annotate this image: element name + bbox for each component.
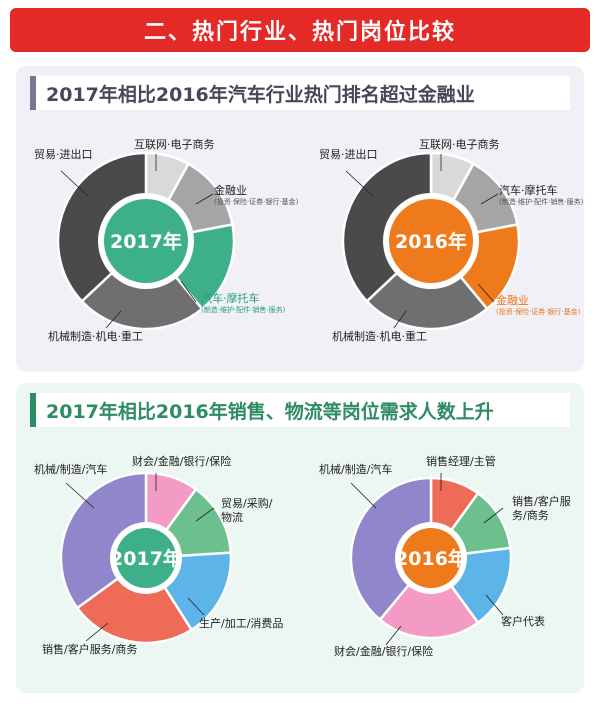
banner-title: 二、热门行业、热门岗位比较 [143,20,456,45]
label-2017-finance-name: 金融业 [214,184,247,197]
label-2016-customer-rep: 客户代表 [501,615,545,628]
industry-comparison-panel: 2017年相比2016年汽车行业热门排名超过金融业 2017年 2016年 贸易… [16,66,584,372]
label-2016-machinery: 机械制造·机电·重工 [332,330,427,343]
label-2016-internet: 互联网·电子商务 [419,138,500,151]
heading-accent-bar [30,393,36,427]
industry-charts: 2017年 2016年 [56,151,521,331]
donut-center [104,199,188,283]
donut-center [116,528,176,588]
label-2017-auto-name: 汽车·摩托车 [201,292,260,305]
label-2017-machinery: 机械/制造/汽车 [34,463,108,476]
industry-donut-2017: 2017年 [56,151,236,331]
donut-slice [349,476,433,622]
label-2016-auto-name: 汽车·摩托车 [499,184,558,197]
donut-center [401,528,461,588]
industry-leader-lines [60,154,499,329]
label-2016-machinery: 机械/制造/汽车 [319,463,393,476]
donut-center-year: 2017年 [110,230,182,253]
label-2016-finance: 金融业 (投资·保险·证券·银行·基金) [496,294,580,316]
position-heading-text: 2017年相比2016年销售、物流等岗位需求人数上升 [46,400,494,423]
position-leader-lines [65,473,504,646]
donut-slice [75,556,194,645]
donut-center-year: 2016年 [395,547,467,570]
label-2017-machinery: 机械制造·机电·重工 [48,330,143,343]
position-charts: 2017年 2016年 [59,471,513,646]
donut-center-year: 2017年 [110,547,182,570]
heading-accent-bar [30,76,36,110]
label-2017-finance: 财会/金融/银行/保险 [132,455,232,468]
label-2016-auto: 汽车·摩托车 (制造·维护·配件·销售·服务) [499,184,583,206]
donut-center-year: 2016年 [395,230,467,253]
position-donut-2017: 2017年 [59,471,233,645]
industry-donut-2016: 2016年 [341,151,521,331]
label-2017-finance: 金融业 (投资·保险·证券·银行·基金) [214,184,298,206]
label-2017-trade: 贸易/采购/物流 [221,497,273,524]
section-banner: 二、热门行业、热门岗位比较 [10,8,590,52]
position-comparison-panel: 2017年相比2016年销售、物流等岗位需求人数上升 2017年 2016年 机… [16,383,584,693]
label-2017-internet: 互联网·电子商务 [134,138,215,151]
label-2017-production: 生产/加工/消费品 [199,617,284,630]
label-2016-auto-sub: (制造·维护·配件·销售·服务) [499,197,584,206]
label-2016-finance-sub: (投资·保险·证券·银行·基金) [496,307,581,316]
donut-slice [378,555,480,640]
label-2016-sales-manager: 销售经理/主管 [426,455,496,468]
label-2016-sales: 销售/客户服务/商务 [512,495,571,522]
label-2016-trade: 贸易·进出口 [319,148,378,161]
industry-heading: 2017年相比2016年汽车行业热门排名超过金融业 [30,76,570,110]
donut-slice [59,471,148,610]
label-2017-auto: 汽车·摩托车 (制造·维护·配件·销售·服务) [201,292,285,314]
label-2017-auto-sub: (制造·维护·配件·销售·服务) [201,305,286,314]
label-2016-finance: 财会/金融/银行/保险 [334,645,434,658]
label-2017-trade: 贸易·进出口 [34,148,93,161]
label-2017-sales: 销售/客户服务/商务 [42,643,138,656]
label-2017-finance-sub: (投资·保险·证券·银行·基金) [214,197,299,206]
donut-center [389,199,473,283]
industry-heading-text: 2017年相比2016年汽车行业热门排名超过金融业 [46,83,475,106]
position-heading: 2017年相比2016年销售、物流等岗位需求人数上升 [30,393,570,427]
label-2016-finance-name: 金融业 [496,294,529,307]
position-donut-2016: 2016年 [349,476,513,640]
